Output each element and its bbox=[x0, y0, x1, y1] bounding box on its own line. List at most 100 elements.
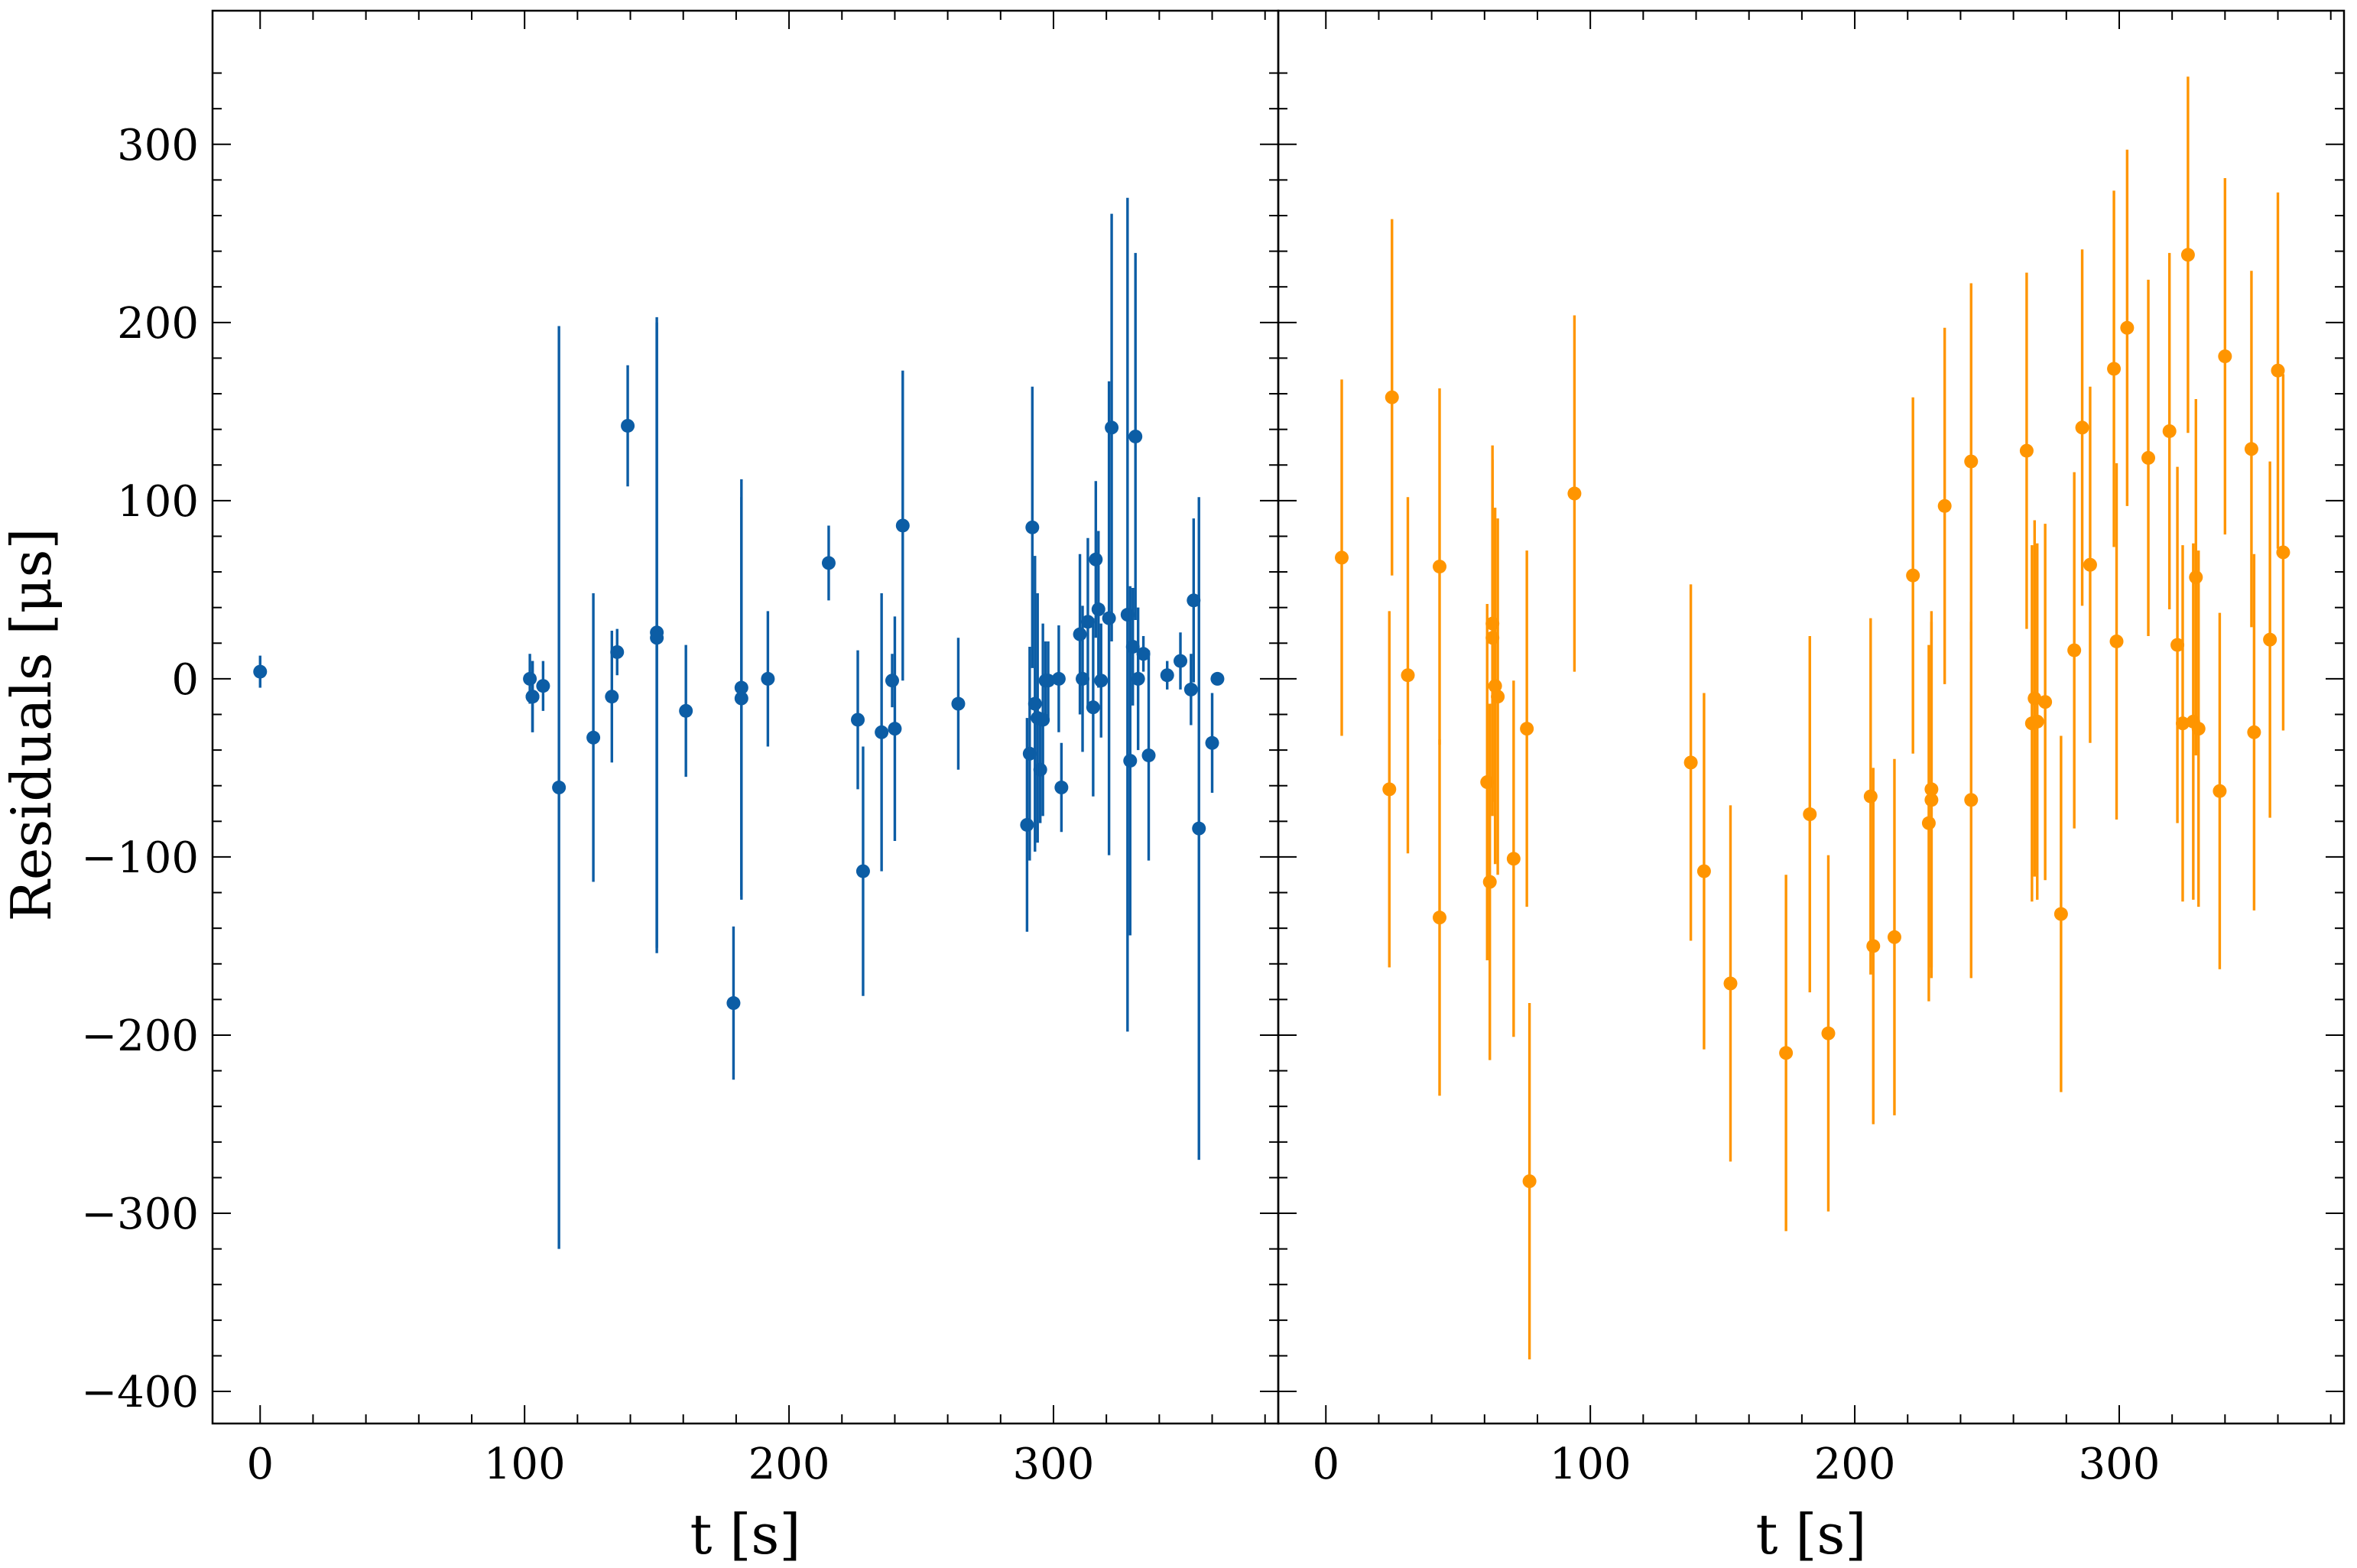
y-tick-label: 0 bbox=[171, 655, 199, 705]
data-point bbox=[1033, 762, 1047, 777]
data-point bbox=[875, 725, 889, 739]
x-tick-label: 200 bbox=[1814, 1440, 1896, 1489]
data-point bbox=[1020, 817, 1034, 832]
data-point bbox=[1863, 789, 1878, 803]
data-point bbox=[2162, 424, 2177, 438]
data-point bbox=[2030, 714, 2044, 729]
data-point bbox=[2263, 632, 2277, 647]
data-point bbox=[1683, 755, 1698, 770]
data-point bbox=[1964, 793, 1979, 807]
data-point bbox=[1125, 639, 1140, 654]
data-point bbox=[1433, 911, 1447, 925]
data-point bbox=[523, 671, 537, 686]
data-point bbox=[1866, 939, 1881, 953]
data-point bbox=[1160, 668, 1174, 683]
data-point bbox=[895, 518, 910, 533]
data-point bbox=[1696, 864, 1711, 878]
y-tick-label: −300 bbox=[81, 1190, 199, 1239]
data-point bbox=[855, 864, 870, 878]
y-tick-label: 200 bbox=[117, 299, 199, 349]
data-point bbox=[734, 691, 748, 706]
data-point bbox=[1522, 1174, 1537, 1189]
data-point bbox=[1025, 520, 1040, 534]
data-point bbox=[1964, 454, 1979, 469]
data-point bbox=[2053, 907, 2068, 921]
data-point bbox=[2038, 695, 2053, 709]
data-point bbox=[1192, 821, 1206, 836]
data-point bbox=[761, 671, 775, 686]
data-point bbox=[1041, 674, 1056, 688]
data-point bbox=[253, 664, 268, 679]
data-point bbox=[1073, 627, 1087, 641]
data-point bbox=[2189, 570, 2203, 585]
data-point bbox=[1924, 782, 1939, 797]
x-tick-label: 0 bbox=[246, 1440, 274, 1489]
data-point bbox=[2067, 643, 2082, 657]
data-point bbox=[1054, 781, 1069, 795]
data-point bbox=[605, 690, 619, 704]
y-axis-label: Residuals [μs] bbox=[0, 528, 63, 922]
x-tick-label: 300 bbox=[2079, 1440, 2161, 1489]
data-point bbox=[885, 674, 899, 688]
data-point bbox=[1051, 671, 1066, 686]
x-axis-label: t [s] bbox=[1756, 1502, 1867, 1566]
data-point bbox=[2175, 716, 2190, 731]
data-point bbox=[2247, 725, 2261, 739]
data-point bbox=[610, 644, 625, 659]
y-tick-label: 100 bbox=[117, 477, 199, 527]
data-point bbox=[1105, 420, 1119, 435]
data-point bbox=[1335, 550, 1349, 565]
data-point bbox=[1080, 615, 1095, 629]
data-point bbox=[1076, 671, 1090, 686]
data-point bbox=[536, 679, 550, 693]
data-point bbox=[2083, 557, 2097, 572]
data-point bbox=[1401, 668, 1415, 683]
data-point bbox=[1094, 674, 1109, 688]
data-point bbox=[2271, 363, 2285, 378]
data-point bbox=[2120, 320, 2135, 335]
data-point bbox=[2213, 784, 2227, 798]
data-point bbox=[2180, 248, 2195, 262]
data-point bbox=[1210, 671, 1225, 686]
y-tick-label: −100 bbox=[81, 833, 199, 883]
right-panel: 0 100 200 300 t [s] bbox=[1277, 9, 2346, 1566]
x-tick-label: 100 bbox=[484, 1440, 566, 1489]
data-point bbox=[1506, 852, 1521, 866]
data-point bbox=[2075, 420, 2089, 435]
data-point bbox=[2244, 442, 2258, 456]
data-point bbox=[1385, 390, 1399, 404]
left-panel: 0 100 200 300 −400 −300 −200 −100 0 100 200 300 t [s… bbox=[81, 9, 1280, 1566]
y-tick-label: 300 bbox=[117, 121, 199, 170]
x-tick-label: 300 bbox=[1013, 1440, 1095, 1489]
data-point bbox=[1937, 498, 1952, 513]
data-point bbox=[1123, 754, 1138, 768]
data-point bbox=[1433, 560, 1447, 574]
data-point bbox=[2019, 443, 2034, 458]
data-point bbox=[1102, 611, 1116, 625]
data-point bbox=[552, 781, 567, 795]
data-point bbox=[1205, 735, 1219, 750]
data-point bbox=[1086, 700, 1100, 715]
data-point bbox=[621, 418, 635, 433]
data-point bbox=[1887, 930, 1901, 944]
data-point bbox=[821, 556, 836, 570]
data-point bbox=[1723, 976, 1738, 991]
x-axis-label: t [s] bbox=[690, 1502, 801, 1566]
data-point bbox=[1183, 682, 1198, 696]
data-point bbox=[1187, 593, 1201, 608]
data-point bbox=[679, 703, 693, 718]
data-point bbox=[1491, 690, 1505, 704]
data-point bbox=[1520, 722, 1534, 736]
data-point bbox=[1089, 552, 1103, 566]
data-point bbox=[1803, 807, 1817, 822]
data-point bbox=[1131, 671, 1145, 686]
data-point bbox=[2191, 722, 2206, 736]
x-tick-label: 200 bbox=[748, 1440, 830, 1489]
data-point bbox=[1022, 746, 1037, 761]
data-point bbox=[726, 996, 741, 1011]
data-point bbox=[1779, 1046, 1794, 1060]
data-point bbox=[951, 696, 966, 711]
data-point bbox=[1921, 816, 1936, 830]
